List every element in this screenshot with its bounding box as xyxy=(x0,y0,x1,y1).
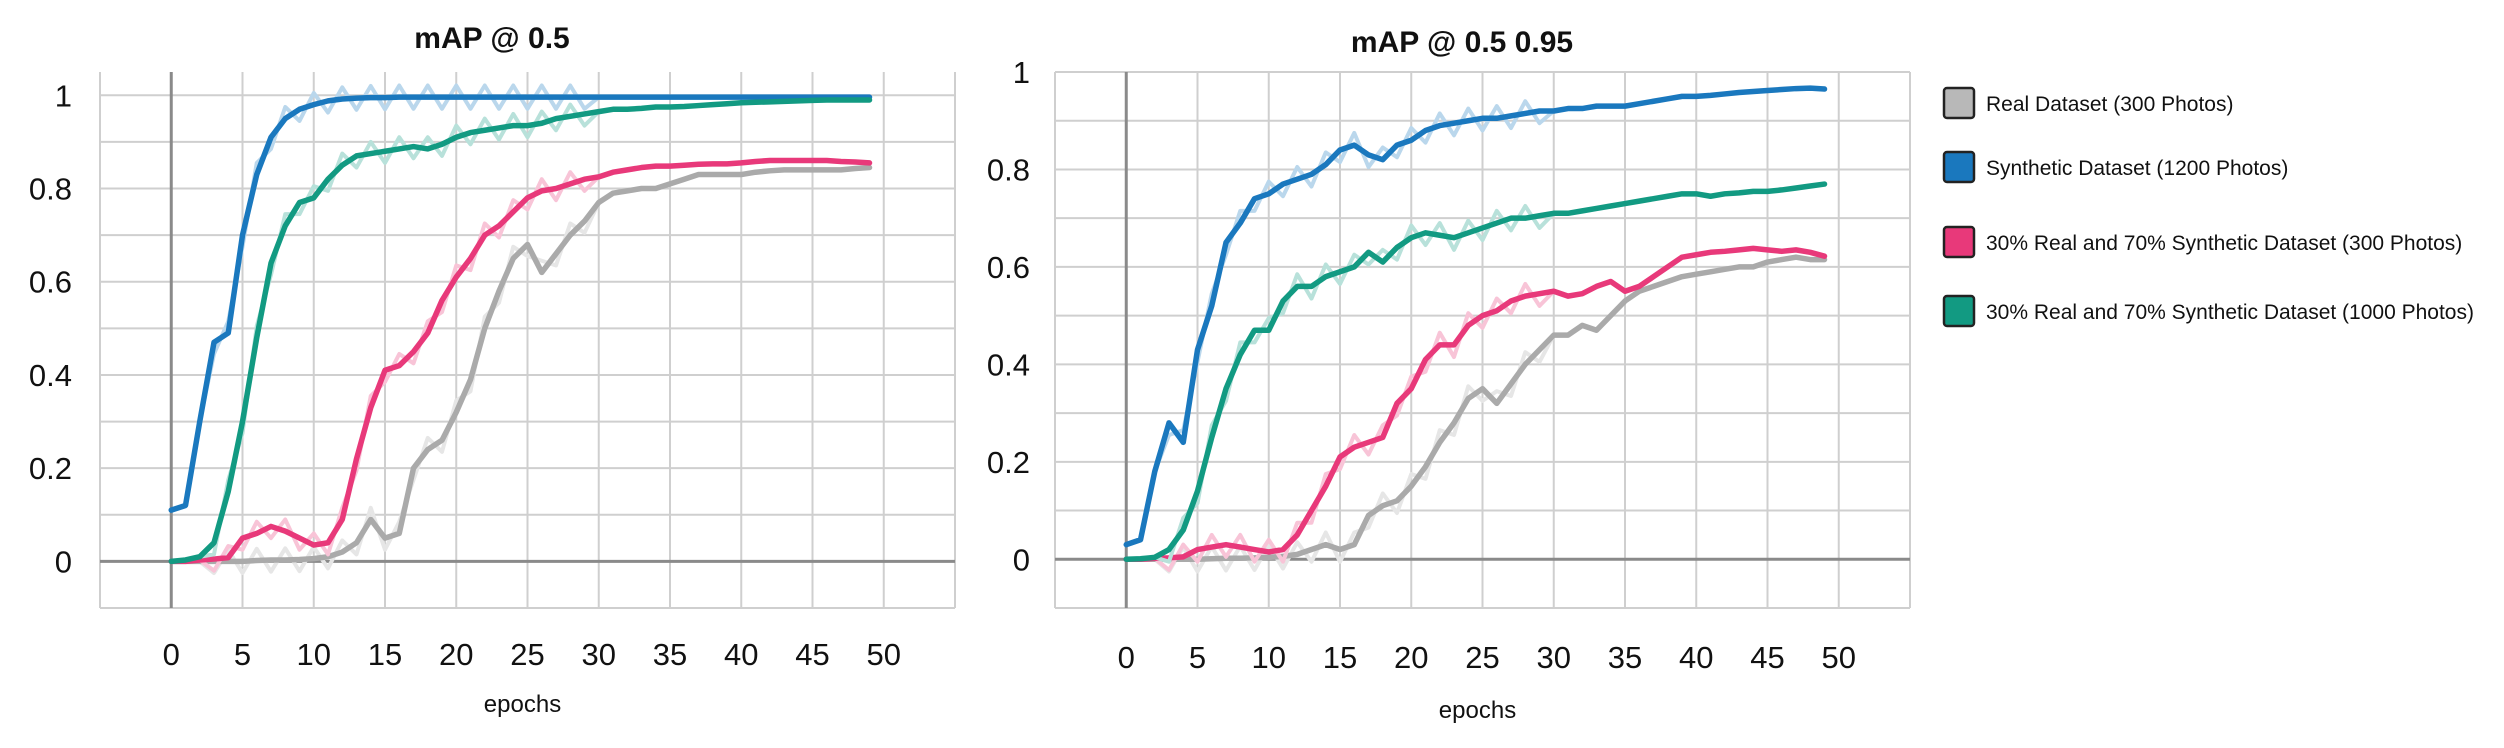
y-tick-label: 0.4 xyxy=(29,358,72,393)
y-tick-label: 0 xyxy=(1013,542,1030,577)
y-tick-label: 0 xyxy=(55,544,72,579)
x-tick-label: 30 xyxy=(1537,640,1571,675)
legend-item: 30% Real and 70% Synthetic Dataset (300 … xyxy=(1942,225,2462,259)
legend-swatch xyxy=(1942,225,1976,259)
x-tick-label: 20 xyxy=(439,637,473,672)
legend-item: Synthetic Dataset (1200 Photos) xyxy=(1942,150,2288,184)
y-tick-label: 0.6 xyxy=(987,250,1030,285)
legend-label: 30% Real and 70% Synthetic Dataset (1000… xyxy=(1986,301,2474,324)
x-tick-label: 45 xyxy=(795,637,829,672)
series-line xyxy=(1123,85,1828,548)
legend-label: 30% Real and 70% Synthetic Dataset (300 … xyxy=(1986,232,2462,255)
series-line xyxy=(168,94,873,513)
series-line xyxy=(1123,181,1828,563)
x-tick-label: 25 xyxy=(510,637,544,672)
x-axis-label: epochs xyxy=(484,691,561,718)
y-tick-label: 0.4 xyxy=(987,347,1030,382)
series-line xyxy=(168,164,873,565)
chart-title: mAP @ 0.5 0.95 xyxy=(1351,26,1573,59)
legend-swatch xyxy=(1942,294,1976,328)
legend-swatch xyxy=(1942,86,1976,120)
series-1 xyxy=(168,164,873,576)
series-4 xyxy=(1123,181,1828,564)
legend-label: Real Dataset (300 Photos) xyxy=(1986,93,2233,116)
legend-label: Synthetic Dataset (1200 Photos) xyxy=(1986,157,2288,180)
y-tick-label: 1 xyxy=(55,78,72,113)
x-axis-label: epochs xyxy=(1439,697,1516,724)
legend-item: Real Dataset (300 Photos) xyxy=(1942,86,2233,120)
series-line xyxy=(168,97,873,565)
legend-item: 30% Real and 70% Synthetic Dataset (1000… xyxy=(1942,294,2474,328)
chart-1: 0 5 10 15 20 25 30 35 40 45 50 0 0.2 0.4 0.6 0.8 1 mAP @ … xyxy=(29,22,956,718)
series-3 xyxy=(1123,245,1828,572)
x-tick-label: 35 xyxy=(653,637,687,672)
x-tick-label: 30 xyxy=(582,637,616,672)
series-3 xyxy=(168,157,873,573)
x-tick-label: 0 xyxy=(163,637,180,672)
x-tick-label: 15 xyxy=(1323,640,1357,675)
x-tick-label: 0 xyxy=(1118,640,1135,675)
series-2 xyxy=(1123,85,1828,548)
x-tick-label: 20 xyxy=(1394,640,1428,675)
x-tick-label: 40 xyxy=(1679,640,1713,675)
y-tick-label: 1 xyxy=(1013,55,1030,90)
x-tick-label: 40 xyxy=(724,637,758,672)
y-tick-label: 0.2 xyxy=(987,445,1030,480)
chart-title: mAP @ 0.5 xyxy=(414,22,569,55)
y-tick-label: 0.8 xyxy=(987,152,1030,187)
series-line xyxy=(1123,245,1828,563)
x-tick-label: 10 xyxy=(1252,640,1286,675)
legend-swatch xyxy=(1942,150,1976,184)
series-4 xyxy=(168,97,873,565)
x-tick-label: 10 xyxy=(297,637,331,672)
x-tick-label: 50 xyxy=(867,637,901,672)
y-tick-label: 0.6 xyxy=(29,265,72,300)
x-tick-label: 5 xyxy=(1189,640,1206,675)
x-tick-label: 5 xyxy=(234,637,251,672)
y-tick-label: 0.2 xyxy=(29,451,72,486)
chart-2: 0 5 10 15 20 25 30 35 40 45 50 0 0.2 0.4 0.6 0.8 1 mAP @ … xyxy=(987,26,1911,724)
series-line xyxy=(168,157,873,565)
y-tick-label: 0.8 xyxy=(29,172,72,207)
series-line xyxy=(1123,254,1828,563)
x-tick-label: 50 xyxy=(1822,640,1856,675)
x-tick-label: 25 xyxy=(1465,640,1499,675)
legend: Real Dataset (300 Photos) Synthetic Datas… xyxy=(1942,86,2474,328)
x-tick-label: 45 xyxy=(1750,640,1784,675)
series-2 xyxy=(168,83,873,513)
x-tick-label: 15 xyxy=(368,637,402,672)
x-tick-label: 35 xyxy=(1608,640,1642,675)
